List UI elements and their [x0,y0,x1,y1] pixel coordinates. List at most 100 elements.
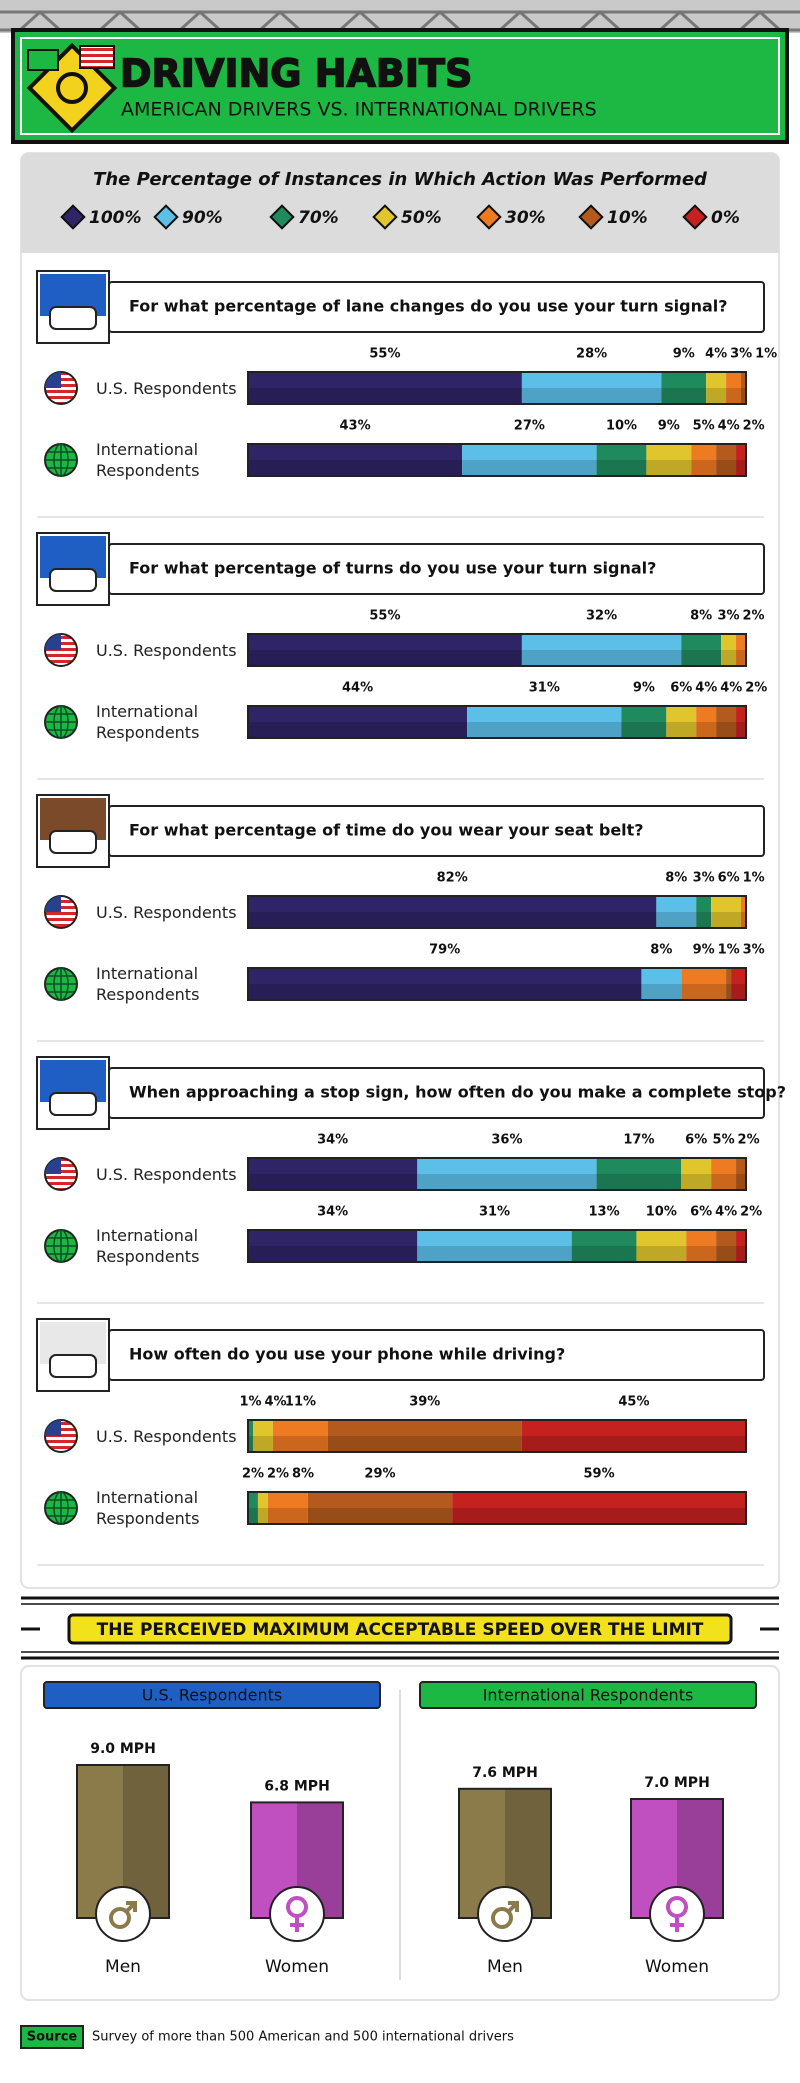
value-label: 8% [690,609,712,624]
globe-lines [45,444,77,476]
bar-segment [721,634,737,666]
value-label: 7.6 MPH [472,1765,538,1781]
value-label: 59% [584,1467,615,1482]
question-icon-object [49,306,97,330]
legend-swatch [682,204,708,230]
bar-shade [272,1436,328,1452]
category-label: Women [645,1957,709,1977]
bar-shade [417,1174,597,1190]
value-label: 55% [369,347,400,362]
question-box [108,281,765,333]
truss [0,0,800,33]
category-label-box: U.S. Respondents [96,378,237,398]
value-label: 3% [693,871,715,886]
bar-shade [736,1174,746,1190]
bar-segment [521,1420,746,1452]
legend-swatch [578,204,604,230]
bar-segment [696,896,712,928]
value-label: 6% [685,1133,707,1148]
bar-segment [681,968,727,1000]
bar-outline [247,967,747,1001]
bar-segment [736,706,746,738]
category-label: U.S. Respondents [96,1164,237,1184]
bar-segment [681,1158,712,1190]
bar-shade [691,460,717,476]
question-text: How often do you use your phone while dr… [129,1345,565,1364]
bar-shade [716,722,737,738]
value-label: 2% [267,1467,289,1482]
value-label: 1% [718,943,740,958]
question-box [108,543,765,595]
bar-segment [252,1420,273,1452]
section-banner [67,1613,733,1645]
category-label: U.S. Respondents [96,1426,237,1446]
value-label: 6.8 MPH [264,1778,330,1794]
value-label: 27% [514,419,545,434]
bar-shade [741,912,746,928]
bar-outline [247,633,747,667]
legend-swatch [60,204,86,230]
value-label: 4% [718,419,740,434]
bar-segment [257,1492,268,1524]
bar-shade [641,984,682,1000]
legend-label: 100% [89,208,142,228]
bar-segment [736,1230,746,1262]
bar-shade [248,650,522,666]
bar-segment [248,444,463,476]
value-label: 9.0 MPH [90,1741,156,1757]
value-label: 9% [658,419,680,434]
us-flag-canton [45,896,61,912]
legend-label: 90% [182,208,223,228]
question-box [108,805,765,857]
bar-shade [257,1508,268,1524]
bar-segment [736,444,746,476]
bar-segment [248,1492,258,1524]
value-label: 28% [576,347,607,362]
bar-shade [521,388,662,404]
question-icon-object [49,1092,97,1116]
gender-badge [477,1886,533,1942]
bar-shade [248,984,642,1000]
bar-segment [467,706,622,738]
bar-segment [248,1230,418,1262]
value-label: 31% [479,1205,510,1220]
gender-badge [95,1886,151,1942]
bar-segment [656,896,697,928]
bar-segment [417,1158,597,1190]
bar-shade [521,650,682,666]
category-label: International Respondents [96,1226,200,1266]
legend-title: The Percentage of Instances in Which Act… [93,169,708,190]
bar-segment [726,372,742,404]
bar-segment [661,372,707,404]
question-box [108,1329,765,1381]
category-label: U.S. Respondents [96,902,237,922]
value-label: 6% [670,681,692,696]
bar-segment [248,372,522,404]
bar-shade [721,650,737,666]
chart-header-title: International Respondents [483,1686,694,1705]
bar-shade [716,460,737,476]
value-label: 5% [693,419,715,434]
value-label: 4% [715,1205,737,1220]
bar-shade [248,388,522,404]
category-label-box: U.S. Respondents [96,1426,237,1446]
bar-shade [248,1508,258,1524]
globe-lines [53,1491,69,1525]
bar-shade [248,460,463,476]
bar-segment [716,444,737,476]
category-label-box: International Respondents [96,1488,199,1528]
legend-swatch [372,204,398,230]
bar-shade [666,722,697,738]
category-label: U.S. Respondents [96,378,237,398]
header-title: DRIVING HABITS [120,52,472,96]
bar-shade [736,722,746,738]
source-badge [20,2025,84,2049]
value-label: 11% [285,1395,316,1410]
value-label: 17% [623,1133,654,1148]
value-label: 2% [743,609,765,624]
bar-shade [741,388,746,404]
bar-segment [636,1230,687,1262]
bar-shade [452,1508,746,1524]
globe-lines [53,443,69,477]
bar-shade [467,722,622,738]
